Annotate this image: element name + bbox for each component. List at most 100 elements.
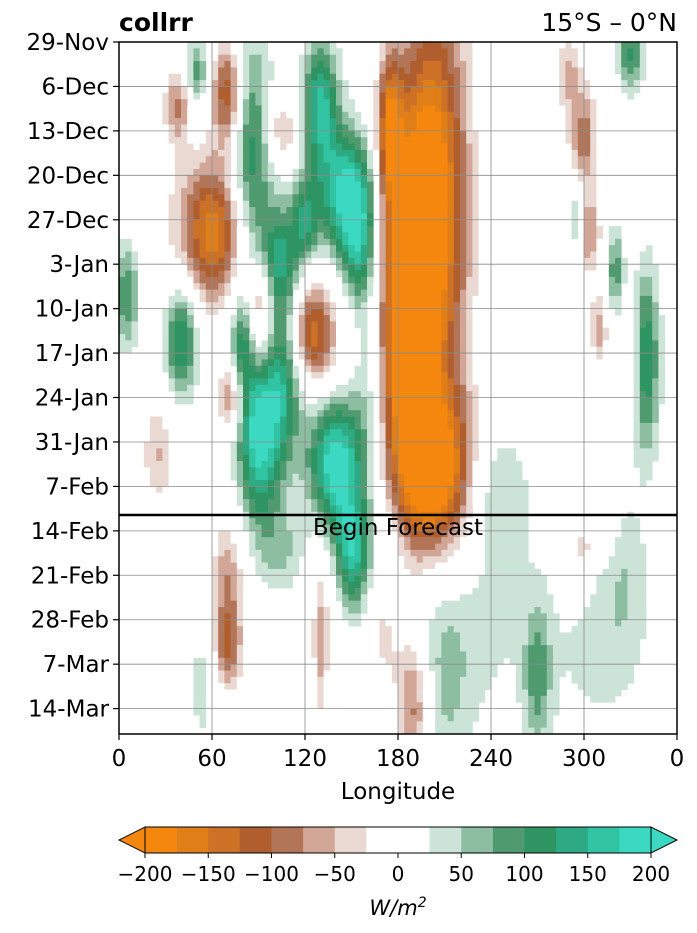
heatmap-cell bbox=[199, 188, 207, 195]
heatmap-cell bbox=[280, 499, 287, 506]
heatmap-cell bbox=[354, 181, 362, 189]
heatmap-cell bbox=[261, 67, 269, 75]
heatmap-cell bbox=[236, 327, 244, 335]
heatmap-cell bbox=[298, 391, 306, 398]
heatmap-cell bbox=[342, 543, 349, 551]
heatmap-cell bbox=[422, 130, 430, 138]
heatmap-cell bbox=[478, 575, 486, 583]
heatmap-cell bbox=[181, 391, 188, 398]
heatmap-cell bbox=[317, 575, 324, 583]
heatmap-cell bbox=[466, 276, 473, 284]
heatmap-cell bbox=[298, 486, 306, 494]
heatmap-cell bbox=[639, 416, 647, 424]
heatmap-cell bbox=[286, 188, 293, 195]
heatmap-cell bbox=[435, 118, 442, 125]
heatmap-cell bbox=[416, 365, 424, 373]
heatmap-cell bbox=[584, 207, 591, 214]
heatmap-cell bbox=[590, 111, 597, 119]
heatmap-cell bbox=[441, 543, 448, 551]
heatmap-cell bbox=[267, 302, 275, 310]
heatmap-cell bbox=[646, 340, 653, 348]
heatmap-cell bbox=[323, 441, 331, 449]
heatmap-cell bbox=[267, 321, 275, 329]
heatmap-cell bbox=[218, 556, 225, 563]
heatmap-cell bbox=[348, 575, 355, 583]
heatmap-cell bbox=[212, 543, 219, 551]
heatmap-cell bbox=[422, 530, 430, 538]
heatmap-cell bbox=[280, 537, 287, 544]
heatmap-cell bbox=[280, 137, 287, 144]
heatmap-cell bbox=[522, 518, 529, 525]
heatmap-cell bbox=[323, 181, 331, 189]
heatmap-cell bbox=[615, 556, 622, 563]
heatmap-cell bbox=[261, 403, 269, 411]
heatmap-cell bbox=[410, 149, 417, 157]
heatmap-cell bbox=[652, 429, 659, 437]
heatmap-cell bbox=[472, 289, 479, 297]
heatmap-cell bbox=[218, 600, 225, 608]
heatmap-cell bbox=[398, 219, 405, 227]
heatmap-cell bbox=[162, 308, 169, 316]
heatmap-cell bbox=[379, 143, 386, 151]
heatmap-cell bbox=[602, 467, 610, 475]
heatmap-cell bbox=[249, 454, 256, 462]
heatmap-cell bbox=[621, 537, 628, 544]
heatmap-cell bbox=[162, 353, 169, 360]
heatmap-cell bbox=[391, 251, 399, 259]
heatmap-cell bbox=[478, 207, 486, 214]
heatmap-cell bbox=[298, 346, 306, 354]
heatmap-cell bbox=[317, 613, 324, 621]
heatmap-cell bbox=[590, 188, 597, 195]
heatmap-cell bbox=[478, 441, 486, 449]
heatmap-cell bbox=[509, 549, 517, 557]
heatmap-cell bbox=[168, 441, 176, 449]
heatmap-cell bbox=[143, 441, 151, 449]
heatmap-cell bbox=[453, 549, 461, 557]
heatmap-cell bbox=[261, 130, 269, 138]
heatmap-cell bbox=[633, 543, 641, 551]
heatmap-cell bbox=[218, 321, 225, 329]
heatmap-cell bbox=[156, 518, 163, 525]
heatmap-cell bbox=[230, 61, 238, 68]
heatmap-cell bbox=[224, 416, 231, 424]
heatmap-cell bbox=[373, 346, 380, 354]
heatmap-cell bbox=[429, 86, 436, 94]
heatmap-cell bbox=[404, 86, 411, 94]
heatmap-cell bbox=[137, 461, 145, 468]
heatmap-cell bbox=[534, 600, 541, 608]
heatmap-cell bbox=[453, 143, 461, 151]
heatmap-cell bbox=[274, 219, 281, 227]
heatmap-cell bbox=[292, 378, 300, 386]
heatmap-cell bbox=[336, 480, 343, 487]
heatmap-cell bbox=[559, 137, 566, 144]
heatmap-cell bbox=[621, 365, 628, 373]
heatmap-cell bbox=[429, 226, 436, 233]
heatmap-cell bbox=[460, 168, 467, 176]
heatmap-cell bbox=[311, 359, 318, 367]
heatmap-cell bbox=[181, 295, 188, 303]
heatmap-cell bbox=[633, 365, 641, 373]
heatmap-cell bbox=[274, 372, 281, 379]
heatmap-cell bbox=[311, 372, 318, 379]
heatmap-cell bbox=[615, 61, 622, 68]
heatmap-cell bbox=[416, 73, 424, 81]
heatmap-cell bbox=[559, 264, 566, 271]
heatmap-cell bbox=[255, 188, 262, 195]
heatmap-cell bbox=[150, 499, 157, 506]
heatmap-cell bbox=[286, 467, 293, 475]
heatmap-cell bbox=[255, 397, 262, 405]
heatmap-cell bbox=[435, 54, 442, 62]
heatmap-cell bbox=[565, 149, 572, 157]
heatmap-cell bbox=[323, 302, 331, 310]
heatmap-cell bbox=[391, 499, 399, 506]
heatmap-cell bbox=[174, 365, 182, 373]
heatmap-cell bbox=[187, 73, 194, 81]
heatmap-cell bbox=[472, 384, 479, 392]
heatmap-cell bbox=[292, 175, 300, 183]
heatmap-cell bbox=[298, 530, 306, 538]
heatmap-cell bbox=[311, 162, 318, 170]
heatmap-cell bbox=[236, 607, 244, 614]
heatmap-cell bbox=[342, 149, 349, 157]
heatmap-cell bbox=[230, 537, 238, 544]
heatmap-cell bbox=[243, 435, 250, 443]
